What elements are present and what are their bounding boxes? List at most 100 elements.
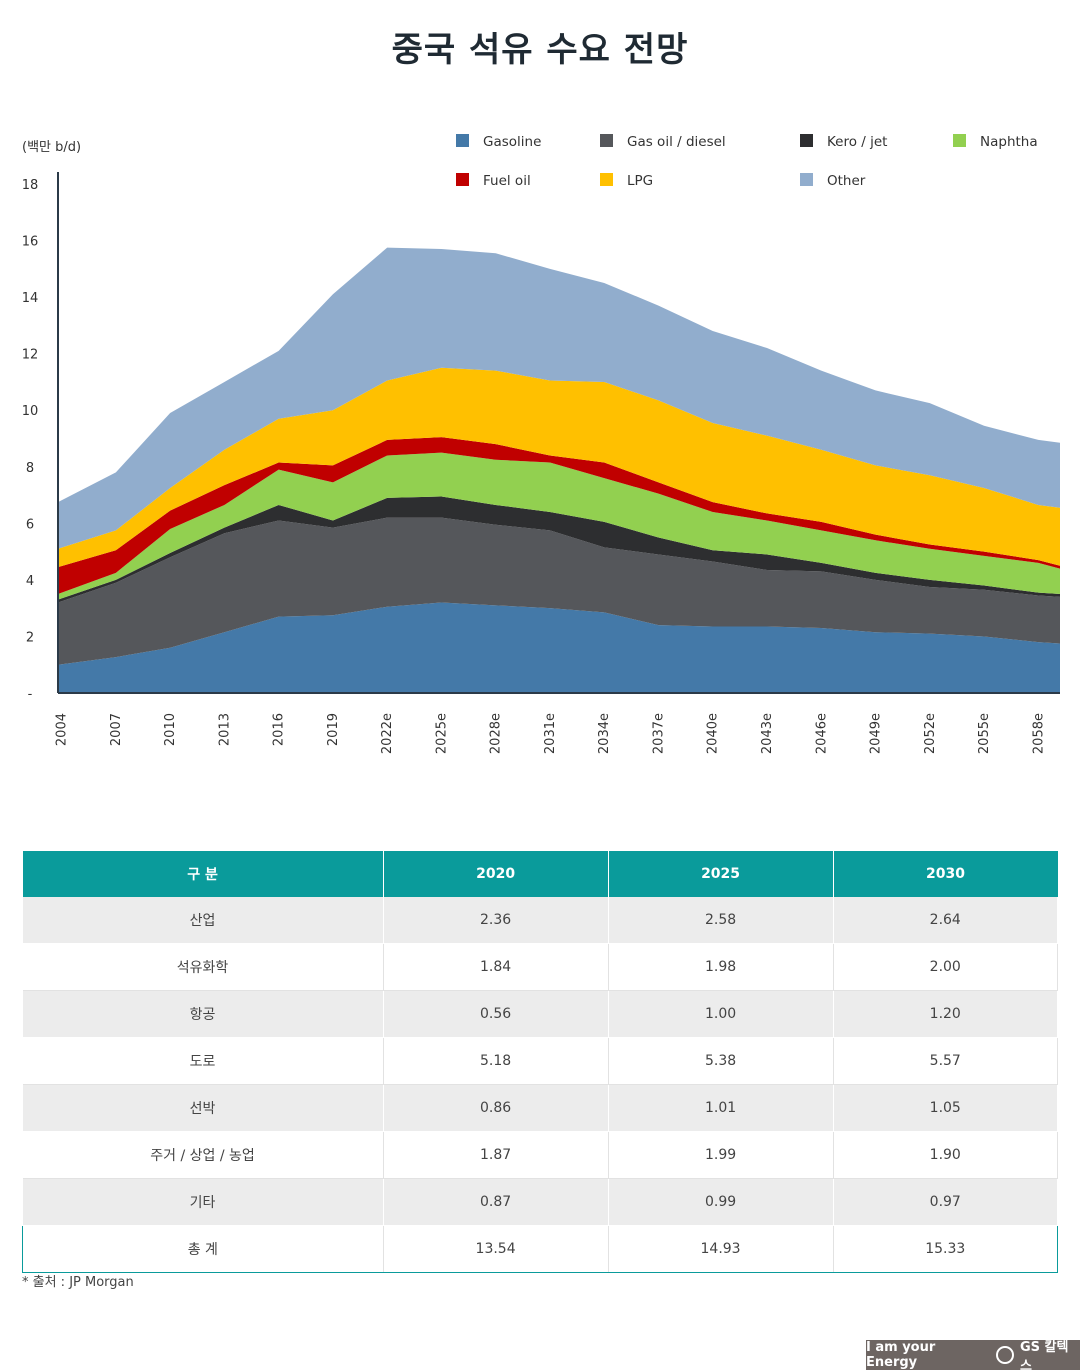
table-row: 기타 0.87 0.99 0.97 — [22, 1178, 1059, 1226]
x-tick-label: 2058e — [1031, 713, 1046, 754]
table-cell: 2.36 — [383, 897, 609, 944]
x-tick-label: 2016 — [272, 713, 287, 746]
table-row: 선박 0.86 1.01 1.05 — [22, 1084, 1059, 1132]
legend-label: Fuel oil — [483, 173, 531, 189]
area-gasoline — [58, 602, 1060, 693]
x-tick-label: 2019 — [326, 713, 341, 746]
table-cell: 5.38 — [608, 1037, 834, 1085]
x-tick-label: 2031e — [543, 713, 558, 754]
table-cell: 1.01 — [608, 1084, 834, 1132]
x-tick-label: 2055e — [977, 713, 992, 754]
table-cell: 5.57 — [833, 1037, 1059, 1085]
brand-slogan: I am your Energy — [866, 1340, 936, 1370]
legend-label: Gas oil / diesel — [627, 134, 726, 150]
table-cell: 0.97 — [833, 1178, 1059, 1226]
legend-swatch — [456, 173, 469, 186]
area-kero-jet — [58, 496, 1060, 603]
table-cell: 주거 / 상업 / 농업 — [22, 1131, 384, 1179]
x-tick-label: 2049e — [869, 713, 884, 754]
y-tick-label: 10 — [22, 404, 39, 419]
table-cell: 15.33 — [833, 1225, 1059, 1273]
area-naphtha — [58, 452, 1060, 600]
table-cell: 1.05 — [833, 1084, 1059, 1132]
table-cell: 1.90 — [833, 1131, 1059, 1179]
legend-swatch — [800, 173, 813, 186]
table-cell: 14.93 — [608, 1225, 834, 1273]
table-cell: 기타 — [22, 1178, 384, 1226]
table-cell: 0.56 — [383, 990, 609, 1038]
table-cell: 총 계 — [22, 1225, 384, 1273]
table-row: 항공 0.56 1.00 1.20 — [22, 990, 1059, 1038]
table-cell: 2.64 — [833, 897, 1059, 944]
area-gas-oil-diesel — [58, 517, 1060, 665]
y-axis-label: (백만 b/d) — [22, 140, 81, 155]
table-row: 석유화학 1.84 1.98 2.00 — [22, 943, 1059, 991]
y-tick-label: 14 — [22, 291, 39, 306]
x-tick-label: 2028e — [489, 713, 504, 754]
table-cell: 13.54 — [383, 1225, 609, 1273]
y-tick-label: 12 — [22, 348, 39, 363]
table-cell: 0.99 — [608, 1178, 834, 1226]
table-cell: 1.84 — [383, 943, 609, 991]
y-tick-label: 2 — [26, 630, 34, 645]
stacked-area-chart: (백만 b/d) - 2 4 6 8 10 12 14 16 18 2004 2007 2010 2013 2… — [22, 134, 1060, 754]
y-tick-label: 18 — [22, 178, 39, 193]
x-tick-label: 2046e — [814, 713, 829, 754]
area-other — [58, 247, 1060, 549]
table-header-row: 구 분 2020 2025 2030 — [22, 851, 1058, 897]
legend-label: LPG — [627, 173, 653, 189]
x-tick-label: 2052e — [923, 713, 938, 754]
x-tick-label: 2034e — [597, 713, 612, 754]
legend-swatch — [953, 134, 966, 147]
table-cell: 선박 — [22, 1084, 384, 1132]
table-row: 도로 5.18 5.38 5.57 — [22, 1037, 1059, 1085]
legend-label: Naphtha — [980, 134, 1038, 150]
legend-swatch — [456, 134, 469, 147]
area-lpg — [58, 367, 1060, 568]
table-total-row: 총 계 13.54 14.93 15.33 — [22, 1225, 1059, 1273]
table-cell: 도로 — [22, 1037, 384, 1085]
table-header-cell: 2020 — [383, 851, 609, 897]
y-tick-label: 16 — [22, 235, 39, 250]
table-cell: 1.20 — [833, 990, 1059, 1038]
table-cell: 2.58 — [608, 897, 834, 944]
x-tick-label: 2007 — [109, 713, 124, 746]
legend-label: Other — [827, 173, 866, 189]
y-tick-label: - — [28, 687, 33, 702]
legend-label: Gasoline — [483, 134, 541, 150]
table-cell: 1.99 — [608, 1131, 834, 1179]
legend-swatch — [800, 134, 813, 147]
page-title: 중국 석유 수요 전망 — [391, 30, 689, 70]
table-header-cell: 2025 — [608, 851, 834, 897]
x-tick-label: 2037e — [651, 713, 666, 754]
brand-logo-text: GS 칼텍스 — [1019, 1340, 1069, 1370]
y-tick-label: 4 — [26, 574, 34, 589]
gs-logo-icon — [996, 1346, 1014, 1364]
demand-table: 구 분 2020 2025 2030 산업 2.36 2.58 2.64 석유화학 1.84 1.… — [22, 851, 1059, 1273]
x-tick-label: 2013 — [217, 713, 232, 746]
x-tick-label: 2010 — [163, 713, 178, 746]
table-cell: 0.87 — [383, 1178, 609, 1226]
y-tick-label: 8 — [26, 461, 34, 476]
table-cell: 1.00 — [608, 990, 834, 1038]
table-header-cell: 2030 — [833, 851, 1058, 897]
table-row: 주거 / 상업 / 농업 1.87 1.99 1.90 — [22, 1131, 1059, 1179]
legend-swatch — [600, 134, 613, 147]
table-row: 산업 2.36 2.58 2.64 — [22, 897, 1059, 944]
table-cell: 1.87 — [383, 1131, 609, 1179]
brand-footer: I am your Energy GS 칼텍스 — [866, 1340, 1080, 1370]
table-cell: 1.98 — [608, 943, 834, 991]
x-tick-label: 2022e — [380, 713, 395, 754]
table-cell: 5.18 — [383, 1037, 609, 1085]
x-tick-label: 2004 — [55, 713, 70, 746]
table-cell: 산업 — [22, 897, 384, 944]
x-tick-label: 2025e — [434, 713, 449, 754]
table-cell: 0.86 — [383, 1084, 609, 1132]
table-cell: 항공 — [22, 990, 384, 1038]
table-header-cell: 구 분 — [22, 851, 384, 897]
source-note: * 출처 : JP Morgan — [22, 1275, 134, 1290]
legend-swatch — [600, 173, 613, 186]
table-cell: 석유화학 — [22, 943, 384, 991]
area-fuel-oil — [58, 437, 1060, 595]
